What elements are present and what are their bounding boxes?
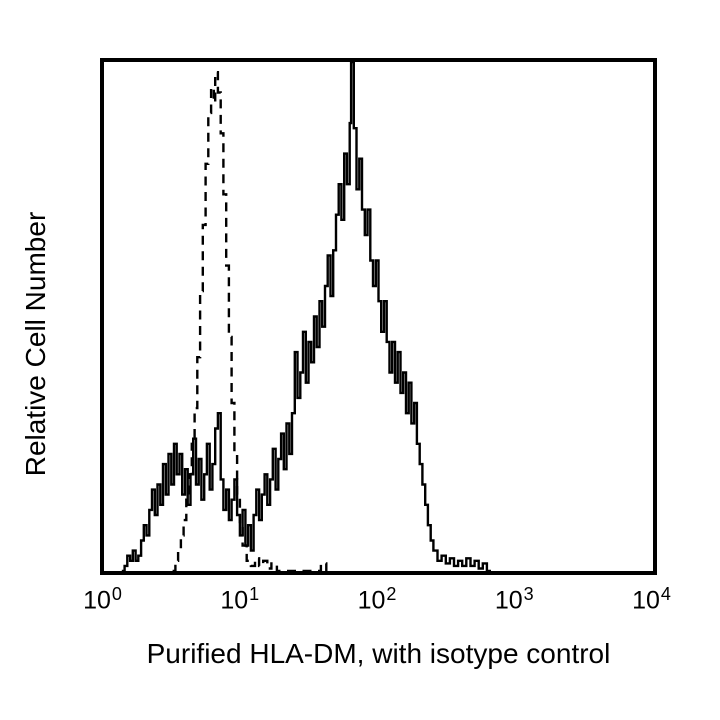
x-tick-base: 10 [83,586,111,615]
x-tick-exponent: 3 [523,584,534,604]
x-tick-label-10e3: 103 [494,584,534,615]
x-axis-title: Purified HLA-DM, with isotype control [146,638,611,669]
x-tick-base: 10 [220,586,249,615]
x-tick-label-10e1: 101 [220,584,260,615]
x-tick-exponent: 4 [660,584,671,604]
x-axis-tick-labels: 100 101 102 103 104 [83,584,671,624]
x-tick-exponent: 1 [249,584,260,604]
dashed-histogram-path [172,71,328,571]
histogram-svg [121,62,491,571]
x-tick-label-10e4: 104 [632,584,671,615]
x-tick-label-10e0: 100 [83,584,122,615]
x-tick-exponent: 2 [386,584,397,604]
plot-area [100,58,657,575]
x-tick-base: 10 [494,586,523,615]
solid-histogram-path [121,62,491,571]
y-axis-label-text: Relative Cell Number [20,211,51,477]
x-tick-base: 10 [357,586,386,615]
x-tick-exponent: 0 [111,584,122,604]
x-tick-label-10e2: 102 [357,584,397,615]
x-tick-base: 10 [632,586,660,615]
